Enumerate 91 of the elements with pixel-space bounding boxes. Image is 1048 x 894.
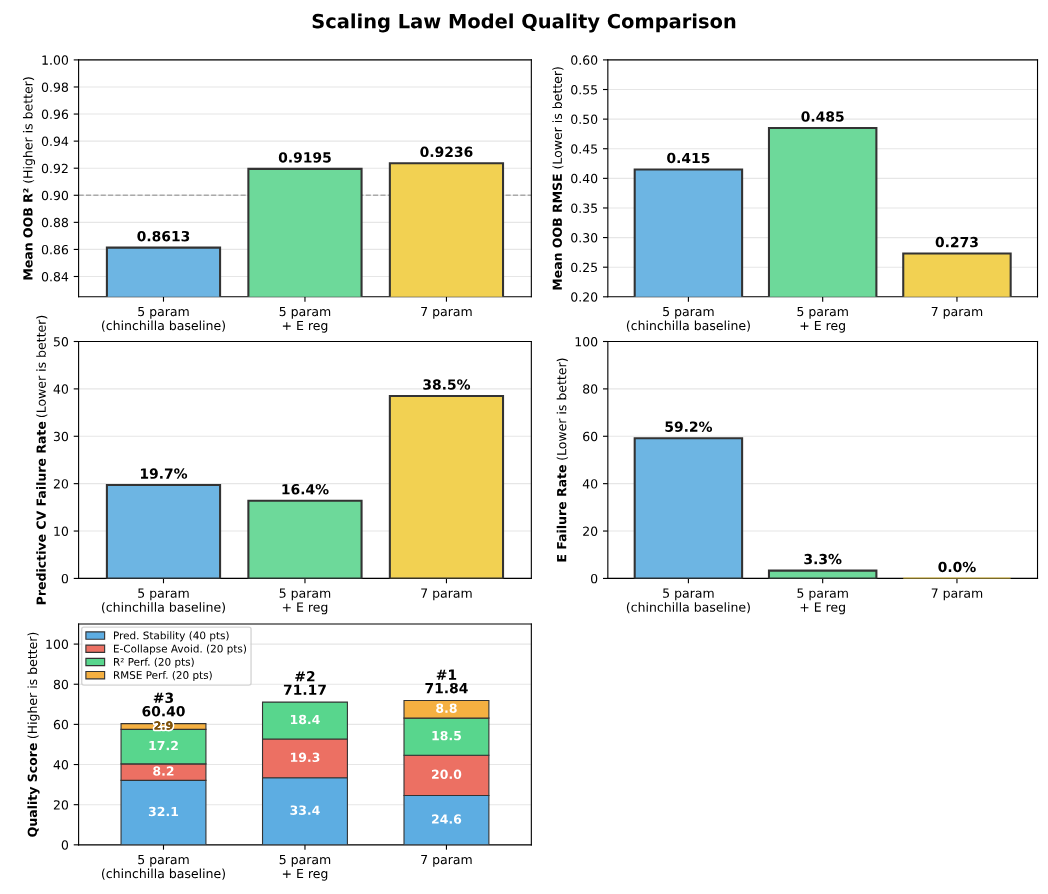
legend-label: E-Collapse Avoid. (20 pts) [114, 644, 246, 655]
data-label: 0.9236 [420, 146, 473, 158]
x-tick-label: 5 param + E reg [279, 306, 331, 333]
data-label: 0.0% [938, 561, 976, 573]
y-tick-label: 40 [582, 479, 598, 489]
y-tick-label: 60 [53, 719, 69, 730]
data-label: 33.4 [290, 805, 320, 815]
y-tick-label: 40 [53, 384, 69, 394]
x-tick-label: 7 param [421, 854, 472, 867]
x-tick-label: 5 param (chinchilla baseline) [626, 588, 750, 614]
data-label: 0.273 [935, 236, 978, 248]
y-tick-label: 0 [590, 573, 598, 584]
y-tick-label: 0.20 [571, 292, 598, 302]
y-tick-label: 20 [53, 800, 69, 810]
y-tick-label: 0.92 [41, 163, 68, 174]
bar [633, 437, 744, 579]
y-tick-label: 80 [53, 679, 69, 690]
y-tick-label: 0.50 [571, 114, 598, 125]
total-label: #2 71.17 [283, 671, 326, 695]
x-tick-label: 5 param + E reg [797, 306, 848, 333]
y-tick-label: 0.35 [571, 203, 598, 213]
y-axis-title: Predictive CV Failure Rate (Lower is better) [36, 315, 48, 605]
data-label: 17.2 [149, 740, 178, 751]
y-tick-label: 0 [61, 573, 69, 584]
data-label: 8.8 [436, 703, 457, 713]
data-label: 3.3% [804, 553, 842, 565]
y-tick-label: 0.88 [41, 217, 69, 228]
y-tick-label: 0 [61, 840, 69, 850]
bar [388, 394, 505, 579]
y-axis-title: Quality Score (Higher is better) [27, 632, 40, 837]
data-label: 59.2% [665, 421, 713, 432]
y-tick-label: 0.25 [571, 262, 598, 273]
y-axis-title: Mean OOB R² (Higher is better) [22, 77, 36, 280]
data-label: 20.0 [432, 769, 462, 779]
legend-label: Pred. Stability (40 pts) [114, 631, 229, 642]
y-tick-label: 50 [53, 336, 69, 347]
data-label: 0.8613 [137, 230, 190, 242]
data-label: 18.4 [290, 714, 320, 725]
y-tick-label: 0.55 [571, 84, 598, 95]
x-tick-label: 5 param + E reg [279, 854, 331, 881]
data-label: 19.7% [140, 468, 188, 479]
y-tick-label: 80 [583, 384, 598, 394]
y-tick-label: 0.90 [41, 190, 69, 201]
data-label: 19.3 [290, 752, 320, 763]
legend-label: R² Perf. (20 pts) [114, 657, 194, 668]
data-label: 0.485 [801, 111, 844, 122]
data-label: 0.9195 [278, 152, 331, 163]
y-tick-label: 0.60 [571, 55, 598, 65]
bar [105, 484, 222, 579]
x-tick-label: 7 param [931, 306, 983, 319]
y-tick-label: 60 [583, 431, 598, 442]
x-tick-label: 5 param (chinchilla baseline) [626, 306, 750, 332]
x-tick-label: 5 param + E reg [279, 588, 331, 615]
y-tick-label: 1.00 [42, 55, 69, 65]
total-label: #3 60.40 [142, 692, 185, 717]
y-tick-label: 30 [53, 431, 69, 442]
data-label: 8.2 [153, 766, 174, 776]
x-tick-label: 5 param + E reg [797, 588, 848, 615]
data-label: 32.1 [148, 806, 179, 817]
bar [767, 569, 878, 579]
y-tick-label: 10 [54, 526, 69, 536]
y-tick-label: 100 [575, 336, 598, 347]
y-tick-label: 0.84 [41, 271, 69, 282]
y-tick-label: 20 [583, 526, 598, 536]
data-label: 18.5 [432, 730, 461, 741]
data-label: 24.6 [432, 814, 462, 824]
x-tick-label: 7 param [421, 588, 472, 601]
x-tick-label: 5 param (chinchilla baseline) [101, 306, 225, 332]
y-tick-label: 0.40 [571, 173, 598, 184]
y-tick-label: 40 [53, 760, 69, 770]
data-label: 38.5% [423, 379, 471, 390]
y-tick-label: 0.96 [41, 109, 69, 119]
y-tick-label: 0.30 [571, 233, 598, 243]
y-tick-label: 0.98 [41, 82, 69, 92]
x-tick-label: 7 param [421, 306, 472, 319]
y-tick-label: 0.45 [571, 144, 598, 154]
y-axis-title: E Failure Rate (Lower is better) [556, 358, 568, 562]
x-tick-label: 5 param (chinchilla baseline) [101, 588, 225, 614]
y-tick-label: 20 [53, 479, 69, 489]
legend-label: RMSE Perf. (20 pts) [114, 670, 212, 681]
data-label: 0.415 [667, 152, 710, 164]
y-tick-label: 100 [46, 639, 69, 650]
total-label: #1 71.84 [425, 669, 468, 694]
data-label: 16.4% [282, 483, 329, 495]
x-tick-label: 5 param (chinchilla baseline) [101, 854, 225, 880]
y-axis-title: Mean OOB RMSE (Lower is better) [552, 67, 564, 290]
y-tick-label: 0.86 [41, 244, 69, 255]
y-tick-label: 0.94 [41, 136, 69, 147]
bar [247, 499, 363, 579]
chart-title: Scaling Law Model Quality Comparison [312, 13, 736, 33]
x-tick-label: 7 param [931, 588, 983, 601]
